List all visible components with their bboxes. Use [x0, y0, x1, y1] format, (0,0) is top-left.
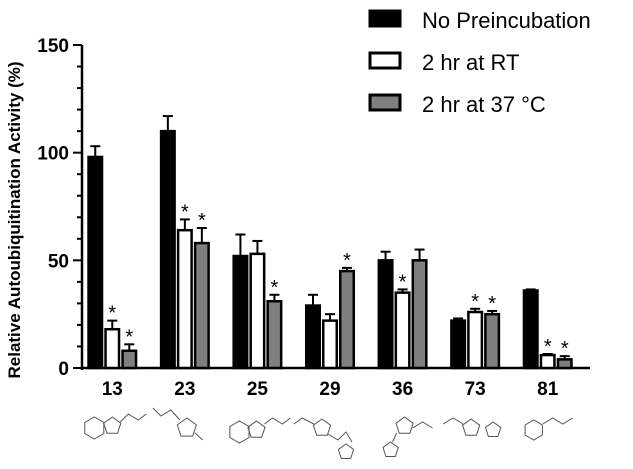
- bar: [305, 304, 321, 370]
- legend-swatch: [368, 51, 402, 70]
- bar: [377, 259, 394, 370]
- ring: [229, 420, 250, 444]
- bar: [339, 269, 355, 370]
- bar: [249, 252, 266, 370]
- bar: [411, 259, 428, 370]
- y-tick-label: 50: [48, 251, 69, 272]
- category-labels: 13 23 25 29 36 73 81: [102, 379, 559, 400]
- bars: * * * * * * * * * * *: [87, 115, 573, 370]
- bar: [159, 129, 176, 370]
- bond-chain: [327, 431, 353, 443]
- bar: [467, 310, 484, 370]
- bond-chain: [264, 417, 291, 425]
- ring: [484, 421, 502, 437]
- significance-marker: *: [271, 277, 279, 299]
- legend-label: 2 hr at 37 °C: [422, 92, 546, 117]
- bar: [484, 312, 501, 370]
- y-tick-label: 150: [37, 36, 69, 57]
- significance-marker: *: [125, 326, 133, 348]
- bar: [522, 289, 539, 370]
- bond-chain: [152, 407, 181, 421]
- significance-marker: *: [181, 201, 189, 223]
- ring: [247, 420, 266, 438]
- significance-marker: *: [561, 338, 569, 360]
- legend-label: No Preincubation: [422, 8, 591, 33]
- category-label: 23: [174, 379, 195, 400]
- legend-swatch: [368, 9, 402, 28]
- category-label: 25: [247, 379, 269, 400]
- bond-chain: [119, 413, 147, 423]
- chemical-structures: [84, 407, 573, 459]
- bond-chain: [442, 417, 464, 425]
- ring: [176, 417, 197, 437]
- ring: [382, 441, 399, 457]
- bar: [121, 349, 138, 370]
- bar: [394, 291, 411, 370]
- legend-swatch: [368, 93, 402, 112]
- bar: [556, 358, 573, 370]
- ring: [312, 418, 332, 436]
- significance-marker: *: [108, 303, 116, 325]
- category-label: 81: [537, 379, 559, 400]
- ring: [524, 419, 543, 441]
- molecule-icon-36: [382, 416, 433, 457]
- molecule-icon-25: [229, 417, 291, 444]
- bar: [322, 319, 338, 370]
- ring: [395, 416, 414, 434]
- y-axis-label-group: Relative Autoubiquitination Activity (%): [5, 61, 24, 378]
- bar: [176, 228, 193, 370]
- significance-marker: *: [488, 293, 496, 315]
- molecule-icon-81: [524, 417, 573, 441]
- y-tick-label: 0: [58, 359, 69, 380]
- bond-chain: [194, 432, 204, 441]
- significance-marker: *: [471, 291, 479, 313]
- significance-marker: *: [343, 250, 351, 272]
- ring: [84, 416, 105, 440]
- legend-label: 2 hr at RT: [422, 50, 519, 75]
- category-label: 13: [102, 379, 123, 400]
- ring: [103, 416, 122, 434]
- y-tick-label: 100: [37, 144, 69, 165]
- category-label: 36: [392, 379, 413, 400]
- significance-marker: *: [198, 210, 206, 232]
- bond-chain: [412, 421, 433, 429]
- category-label: 29: [319, 379, 340, 400]
- y-ticks: 0 50 100 150: [37, 36, 82, 380]
- bond-chain: [293, 417, 315, 425]
- bar: [232, 254, 249, 370]
- bar: [266, 299, 283, 370]
- significance-marker: *: [544, 336, 552, 358]
- legend: No Preincubation 2 hr at RT 2 hr at 37 °C: [368, 8, 591, 117]
- bar: [193, 241, 210, 370]
- bar: [87, 155, 104, 370]
- molecule-icon-29: [293, 417, 355, 459]
- y-axis-label: Relative Autoubiquitination Activity (%): [5, 61, 24, 378]
- bar: [104, 327, 121, 370]
- category-label: 73: [465, 379, 486, 400]
- bar: [450, 319, 467, 370]
- ring: [337, 443, 355, 459]
- ring: [462, 418, 481, 436]
- molecule-icon-73: [442, 417, 502, 437]
- molecule-icon-23: [152, 407, 204, 441]
- molecule-icon-13: [84, 413, 147, 440]
- significance-marker: *: [399, 271, 407, 293]
- bond-chain: [542, 417, 573, 425]
- bond-chain: [392, 432, 398, 443]
